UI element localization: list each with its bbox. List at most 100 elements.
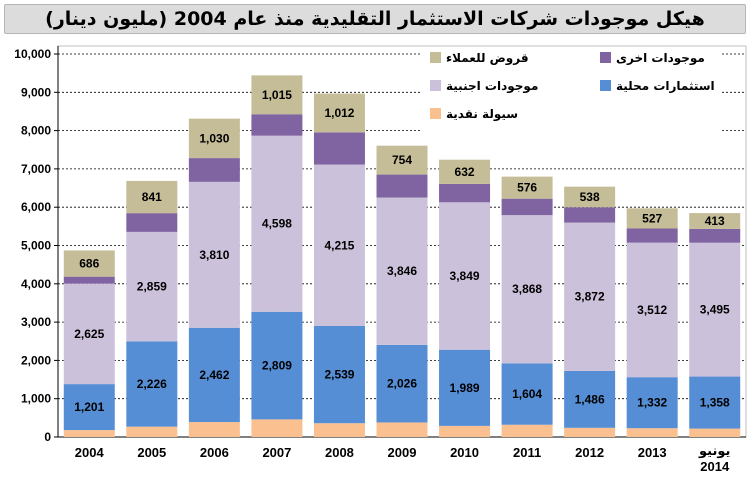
bar-segment: [251, 419, 303, 437]
data-label: 3,846: [387, 264, 417, 278]
legend-swatch: [430, 52, 441, 63]
y-tick-label: 10,000: [14, 47, 51, 61]
bar-segment: [63, 250, 115, 277]
y-tick-label: 3,000: [21, 315, 51, 329]
bar-segment: [501, 424, 553, 437]
data-label: 754: [392, 153, 412, 167]
data-label: 2,859: [137, 280, 167, 294]
bar-segment: [689, 428, 741, 437]
y-tick-label: 5,000: [21, 239, 51, 253]
bar-segment: [439, 349, 491, 426]
data-label: 1,604: [512, 387, 542, 401]
bar-segment: [63, 283, 115, 385]
legend-box: [420, 48, 720, 136]
bar-segment: [376, 197, 428, 345]
data-label: 4,598: [262, 217, 292, 231]
data-label: 2,539: [324, 368, 354, 382]
x-tick-label: 2004: [75, 445, 105, 460]
bar-segment: [376, 344, 428, 423]
data-label: 1,358: [700, 396, 730, 410]
bar-segment: [251, 135, 303, 312]
x-tick-label: 2011: [513, 445, 541, 460]
legend: قروض للعملاء موجودات اخرى موجودات اجنبية اس…: [420, 48, 720, 136]
legend-swatch: [430, 80, 441, 91]
bar-segment: [313, 93, 365, 133]
bar-segment: [251, 114, 303, 136]
bar-segment: [251, 311, 303, 420]
data-label: 2,809: [262, 359, 292, 373]
bar-segment: [501, 363, 553, 425]
bar-segment: [376, 422, 428, 437]
data-label: 3,495: [700, 303, 730, 317]
legend-label: استثمارات محلية: [616, 79, 715, 93]
y-tick-label: 1,000: [21, 392, 51, 406]
data-label: 1,030: [199, 131, 229, 145]
bar-segment: [313, 325, 365, 424]
data-label: 538: [580, 190, 600, 204]
data-label: 841: [142, 190, 162, 204]
bar-segment: [626, 242, 678, 378]
y-tick-label: 0: [44, 430, 51, 444]
bar-segment: [689, 376, 741, 429]
data-label: 3,512: [637, 303, 667, 317]
bar-segment: [376, 174, 428, 198]
legend-label: موجودات اجنبية: [446, 79, 538, 94]
data-label: 2,462: [199, 368, 229, 382]
bar-segment: [564, 186, 616, 208]
bar-segment: [689, 242, 741, 377]
x-tick-label: 2012: [575, 445, 604, 460]
data-labels: 1,201 2,625 686 2,226 2,859 841 2,462 3,810 1,03…: [74, 88, 730, 414]
data-label: 1,015: [262, 88, 292, 102]
legend-label: سيولة نقدية: [446, 107, 518, 122]
bar-segment: [439, 202, 491, 350]
x-tick-label: 2013: [638, 445, 667, 460]
data-label: 1,486: [575, 392, 605, 406]
bar-segment: [188, 181, 240, 328]
bars: [63, 75, 741, 437]
y-tick-label: 7,000: [21, 162, 51, 176]
bar-segment: [626, 377, 678, 429]
y-tick-label: 6,000: [21, 200, 51, 214]
data-label: 1,989: [450, 381, 480, 395]
bar-segment: [188, 158, 240, 182]
data-label: 413: [705, 214, 725, 228]
bar-segment: [126, 180, 178, 214]
bar-segment: [188, 422, 240, 437]
x-tick-label: 2006: [200, 445, 229, 460]
data-label: 632: [455, 165, 475, 179]
x-tick-label: 2007: [262, 445, 291, 460]
legend-swatch: [600, 80, 611, 91]
bar-segment: [188, 327, 240, 423]
bar-segment: [251, 75, 303, 115]
bar-segment: [63, 430, 115, 437]
bar-segment: [689, 228, 741, 243]
data-label: 2,026: [387, 377, 417, 391]
bar-segment: [313, 423, 365, 437]
bar-segment: [564, 222, 616, 371]
chart-title-bar: هيكل موجودات شركات الاستثمار التقليدية م…: [4, 4, 746, 34]
data-label: 527: [642, 211, 662, 225]
bar-segment: [126, 213, 178, 232]
bar-segment: [439, 183, 491, 203]
bar-segment: [376, 145, 428, 175]
data-label: 2,226: [137, 377, 167, 391]
bar-segment: [126, 341, 178, 427]
data-label: 3,872: [575, 290, 605, 304]
bar-segment: [626, 208, 678, 229]
data-label: 2,625: [74, 327, 104, 341]
y-tick-label: 9,000: [21, 85, 51, 99]
bar-segment: [564, 370, 616, 428]
data-label: 1,201: [74, 400, 104, 414]
bar-segment: [313, 164, 365, 326]
x-tick-label: يونيو 2014: [698, 444, 730, 474]
bar-segment: [313, 132, 365, 165]
x-tick-label: 2010: [450, 445, 479, 460]
x-tick-label: 2008: [325, 445, 354, 460]
bar-segment: [126, 231, 178, 342]
bar-segment: [439, 159, 491, 184]
y-tick-label: 8,000: [21, 124, 51, 138]
data-label: 1,012: [324, 106, 354, 120]
bar-segment: [564, 427, 616, 437]
bar-segment: [63, 384, 115, 431]
